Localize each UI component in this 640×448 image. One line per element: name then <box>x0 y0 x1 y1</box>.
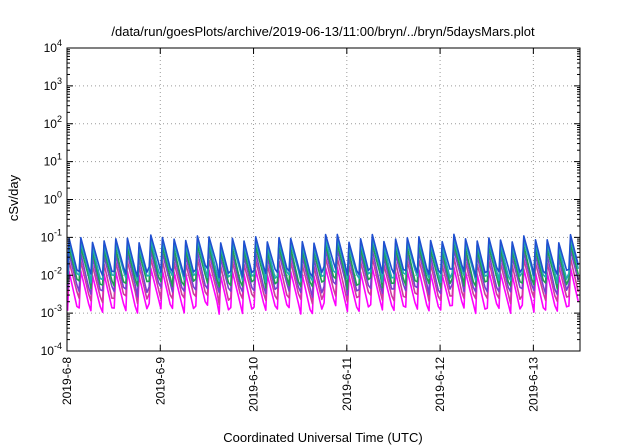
x-tick-label: 2019-6-12 <box>433 357 447 412</box>
x-tick-label: 2019-6-13 <box>526 357 540 412</box>
y-tick-label: 10-2 <box>41 265 62 282</box>
y-tick-label: 10-1 <box>41 227 62 244</box>
x-axis-ticks: 2019-6-8 2019-6-9 2019-6-10 2019-6-11 2019-6… <box>60 48 540 412</box>
y-tick-label: 103 <box>44 76 62 93</box>
x-tick-label: 2019-6-9 <box>153 357 167 405</box>
x-tick-label: 2019-6-11 <box>340 357 354 411</box>
x-tick-label: 2019-6-10 <box>247 357 261 412</box>
y-tick-label: 102 <box>44 114 62 131</box>
x-axis-label: Coordinated Universal Time (UTC) <box>223 430 422 445</box>
y-axis-ticks: 104 103 102 101 100 10-1 10-2 10-3 10-4 <box>41 38 580 358</box>
y-tick-label: 10-3 <box>41 303 62 320</box>
y-tick-label: 101 <box>44 152 62 169</box>
y-axis-label: cSv/day <box>6 174 21 221</box>
x-tick-label: 2019-6-8 <box>60 357 74 405</box>
y-tick-label: 10-4 <box>41 341 62 358</box>
series-lines <box>66 233 580 315</box>
y-tick-label: 100 <box>44 190 62 207</box>
y-tick-label: 104 <box>44 38 62 55</box>
chart-title: /data/run/goesPlots/archive/2019-06-13/1… <box>111 24 535 39</box>
series-line <box>66 233 580 279</box>
